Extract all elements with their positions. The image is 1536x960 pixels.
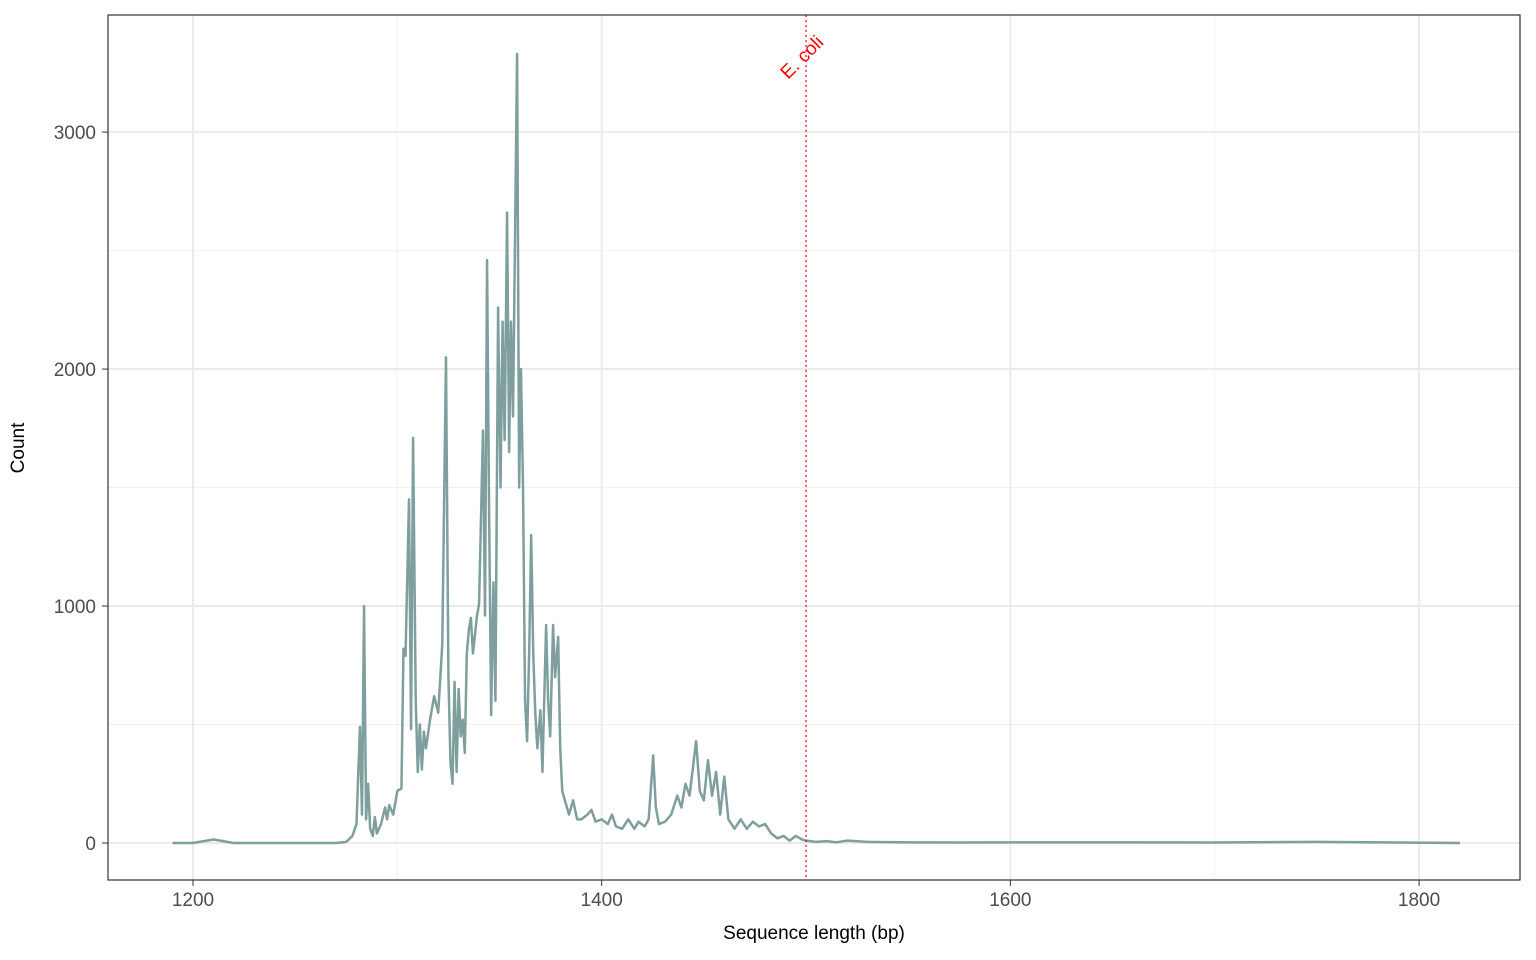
y-tick-label: 3000 — [54, 123, 96, 144]
y-tick-label: 2000 — [54, 360, 96, 381]
y-tick-label: 1000 — [54, 597, 96, 618]
y-tick-label: 0 — [85, 834, 96, 855]
x-tick-label: 1600 — [989, 890, 1031, 911]
x-tick-label: 1800 — [1398, 890, 1440, 911]
x-tick-label: 1200 — [172, 890, 214, 911]
x-axis-title: Sequence length (bp) — [723, 923, 905, 944]
x-tick-label: 1400 — [581, 890, 623, 911]
annotation: E. coli — [777, 32, 828, 83]
y-axis-title: Count — [8, 422, 29, 473]
plot-border — [107, 14, 1521, 881]
data-line — [172, 52, 1460, 845]
